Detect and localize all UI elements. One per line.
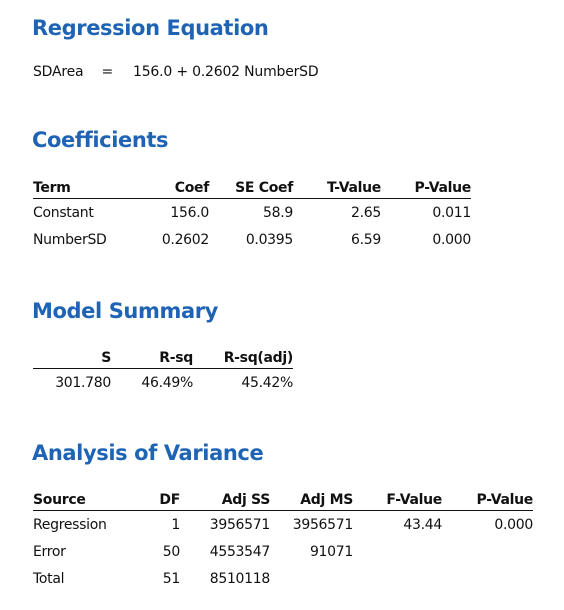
- anova-col-source: Source: [33, 486, 135, 511]
- coefficients-coef-cell: 156.0: [170, 204, 209, 221]
- table-row: Total 51 8510118: [33, 565, 533, 592]
- model-summary-r-sq-cell: 46.49%: [141, 374, 193, 391]
- coefficients-col-term: Term: [33, 174, 145, 199]
- anova-df-cell: 50: [162, 543, 181, 560]
- coefficients-col-se-coef: SE Coef: [209, 174, 293, 199]
- coefficients-t-value-cell: 2.65: [351, 204, 381, 221]
- coefficients-heading: Coefficients: [32, 128, 169, 152]
- coefficients-header-row: Term Coef SE Coef T-Value P-Value: [33, 174, 471, 199]
- anova-adj-ms-cell: 3956571: [292, 516, 354, 533]
- model-summary-col-r-sq: R-sq: [111, 344, 193, 369]
- anova-col-adj-ms: Adj MS: [270, 486, 353, 511]
- anova-adj-ms-cell: 91071: [309, 543, 353, 560]
- coefficients-t-value-cell: 6.59: [351, 231, 381, 248]
- coefficients-se-coef-cell: 58.9: [263, 204, 293, 221]
- anova-table: Source DF Adj SS Adj MS F-Value P-Value …: [33, 486, 533, 592]
- model-summary-heading: Model Summary: [32, 299, 218, 323]
- table-row: NumberSD 0.2602 0.0395 6.59 0.000: [33, 226, 471, 253]
- table-row: Constant 156.0 58.9 2.65 0.011: [33, 199, 471, 227]
- equation-response: SDArea: [33, 64, 84, 80]
- coefficients-coef-cell: 0.2602: [161, 231, 209, 248]
- coefficients-col-coef: Coef: [145, 174, 209, 199]
- anova-source-cell: Total: [33, 570, 65, 587]
- anova-adj-ss-cell: 8510118: [209, 570, 271, 587]
- anova-p-value-cell: [442, 565, 533, 592]
- anova-df-cell: 51: [162, 570, 181, 587]
- coefficients-table: Term Coef SE Coef T-Value P-Value Consta…: [33, 174, 471, 253]
- coefficients-se-coef-cell: 0.0395: [245, 231, 293, 248]
- coefficients-term-cell: NumberSD: [33, 231, 107, 248]
- regression-equation: SDArea = 156.0 + 0.2602 NumberSD: [33, 64, 319, 80]
- model-summary-col-r-sq-adj: R-sq(adj): [193, 344, 293, 369]
- anova-p-value-cell: [442, 538, 533, 565]
- anova-f-value-cell: [353, 538, 442, 565]
- anova-p-value-cell: 0.000: [494, 516, 533, 533]
- anova-adj-ss-cell: 4553547: [209, 543, 271, 560]
- model-summary-s-cell: 301.780: [55, 374, 111, 391]
- equation-equals-sign: =: [101, 64, 113, 80]
- anova-source-cell: Regression: [33, 516, 107, 533]
- model-summary-r-sq-adj-cell: 45.42%: [241, 374, 293, 391]
- table-row: Error 50 4553547 91071: [33, 538, 533, 565]
- model-summary-table: S R-sq R-sq(adj) 301.780 46.49% 45.42%: [33, 344, 293, 396]
- anova-source-cell: Error: [33, 543, 66, 560]
- model-summary-col-s: S: [33, 344, 111, 369]
- table-row: 301.780 46.49% 45.42%: [33, 369, 293, 397]
- anova-f-value-cell: [353, 565, 442, 592]
- anova-adj-ms-cell: [270, 565, 353, 592]
- coefficients-p-value-cell: 0.000: [432, 231, 471, 248]
- regression-equation-heading: Regression Equation: [32, 16, 269, 40]
- coefficients-col-p-value: P-Value: [381, 174, 471, 199]
- anova-adj-ss-cell: 3956571: [209, 516, 271, 533]
- anova-header-row: Source DF Adj SS Adj MS F-Value P-Value: [33, 486, 533, 511]
- coefficients-col-t-value: T-Value: [293, 174, 381, 199]
- equation-formula: 156.0 + 0.2602 NumberSD: [132, 64, 319, 80]
- anova-df-cell: 1: [171, 516, 180, 533]
- table-row: Regression 1 3956571 3956571 43.44 0.000: [33, 511, 533, 539]
- anova-col-df: DF: [135, 486, 180, 511]
- coefficients-p-value-cell: 0.011: [432, 204, 471, 221]
- anova-f-value-cell: 43.44: [403, 516, 442, 533]
- anova-col-adj-ss: Adj SS: [180, 486, 270, 511]
- coefficients-term-cell: Constant: [33, 204, 94, 221]
- model-summary-header-row: S R-sq R-sq(adj): [33, 344, 293, 369]
- anova-col-p-value: P-Value: [442, 486, 533, 511]
- anova-heading: Analysis of Variance: [32, 441, 264, 465]
- anova-col-f-value: F-Value: [353, 486, 442, 511]
